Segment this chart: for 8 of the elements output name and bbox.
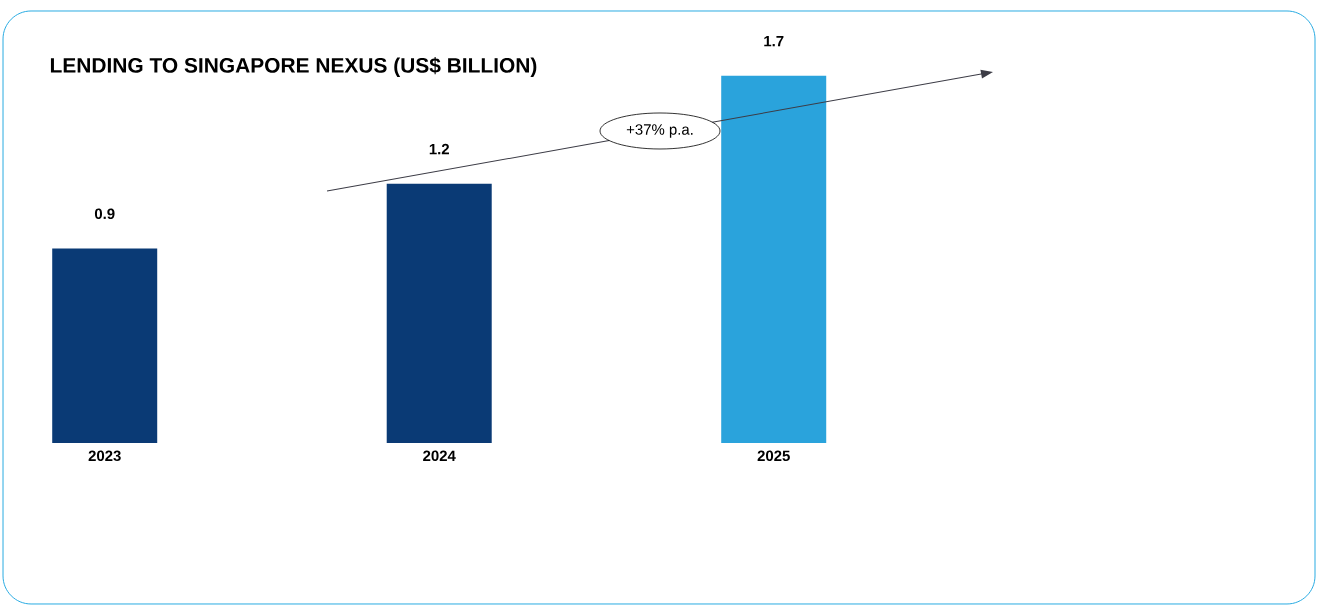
chart-title: LENDING TO SINGAPORE NEXUS (US$ BILLION): [50, 57, 537, 77]
x-tick-label: 2024: [423, 450, 456, 462]
x-tick-label: 2023: [88, 450, 121, 462]
data-label: 0.9: [94, 208, 115, 220]
annotation: +37% p.a.: [626, 124, 693, 138]
data-label: 1.2: [429, 143, 449, 155]
x-tick-label: 2025: [757, 450, 790, 462]
data-label: 1.7: [764, 35, 784, 47]
